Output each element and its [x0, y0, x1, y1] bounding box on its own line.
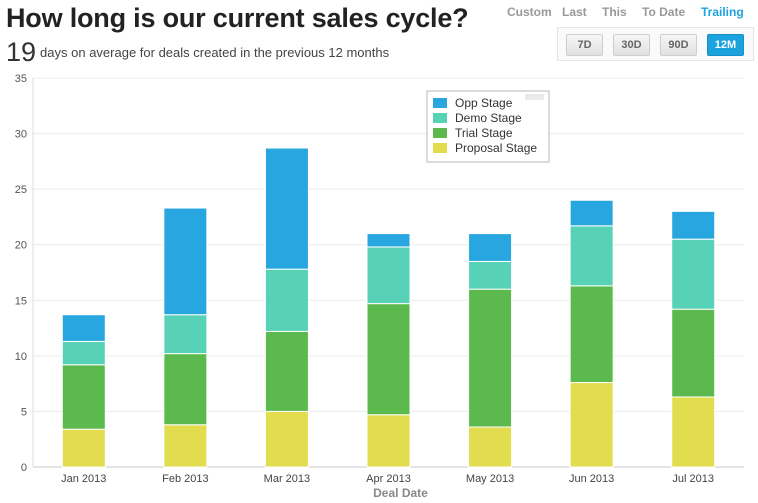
- bar-segment: [163, 353, 208, 426]
- x-tick-label: Jun 2013: [569, 473, 614, 485]
- legend-box: [426, 90, 550, 163]
- bar-segment: [366, 246, 411, 305]
- y-tick-label: 15: [15, 295, 27, 307]
- tab-custom[interactable]: Custom: [507, 5, 552, 19]
- bar-segment: [569, 225, 614, 287]
- x-axis-title: Deal Date: [373, 486, 428, 500]
- x-tick-label: Apr 2013: [366, 473, 411, 485]
- bar-segment: [569, 199, 614, 227]
- bar-segment: [163, 424, 208, 468]
- y-tick-label: 0: [21, 462, 27, 474]
- legend-label: Proposal Stage: [455, 141, 537, 155]
- legend-swatch: [433, 113, 447, 123]
- y-tick-label: 10: [15, 351, 27, 363]
- bar-segment: [366, 233, 411, 248]
- bar-segment: [671, 396, 716, 468]
- period-button-90d[interactable]: 90D: [660, 34, 697, 56]
- bar-segment: [163, 314, 208, 355]
- bar-segment: [61, 340, 106, 366]
- y-tick-label: 35: [15, 73, 27, 85]
- bar-segment: [264, 330, 309, 412]
- y-tick-label: 25: [15, 184, 27, 196]
- legend-label: Opp Stage: [455, 96, 513, 110]
- y-tick-label: 5: [21, 406, 27, 418]
- bar-segment: [569, 285, 614, 384]
- summary-value: 19: [6, 37, 37, 67]
- page-title: How long is our current sales cycle?: [6, 3, 469, 33]
- x-tick-label: Feb 2013: [162, 473, 208, 485]
- summary-metric: 19 days on average for deals created in t…: [6, 37, 389, 68]
- legend-swatch: [433, 128, 447, 138]
- bar-segment: [468, 233, 513, 262]
- bar-segment: [671, 238, 716, 310]
- x-tick-label: Jul 2013: [672, 473, 714, 485]
- range-tabs: Custom Last This To Date Trailing: [500, 5, 752, 21]
- legend-swatch: [433, 98, 447, 108]
- bar-segment: [61, 364, 106, 430]
- bar-segment: [61, 428, 106, 468]
- bar-segment: [468, 288, 513, 428]
- bar-segment: [569, 382, 614, 468]
- period-button-30d[interactable]: 30D: [613, 34, 650, 56]
- bar-segment: [163, 207, 208, 316]
- legend-swatch: [433, 143, 447, 153]
- x-tick-label: Mar 2013: [264, 473, 310, 485]
- bar-segment: [366, 303, 411, 416]
- period-button-12m[interactable]: 12M: [707, 34, 744, 56]
- bar-segment: [468, 426, 513, 468]
- bar-segment: [671, 210, 716, 240]
- tab-trailing[interactable]: Trailing: [701, 5, 744, 19]
- bar-segment: [468, 260, 513, 290]
- legend-label: Demo Stage: [455, 111, 522, 125]
- period-selector: 7D 30D 90D 12M: [557, 27, 754, 61]
- bar-segment: [264, 410, 309, 468]
- x-tick-label: May 2013: [466, 473, 514, 485]
- bar-segment: [264, 268, 309, 332]
- tab-to-date[interactable]: To Date: [642, 5, 686, 19]
- y-tick-label: 20: [15, 240, 27, 252]
- y-tick-label: 30: [15, 129, 27, 141]
- tab-this[interactable]: This: [602, 5, 627, 19]
- summary-text: days on average for deals created in the…: [40, 45, 390, 60]
- bar-segment: [61, 314, 106, 342]
- x-tick-label: Jan 2013: [61, 473, 106, 485]
- period-button-7d[interactable]: 7D: [566, 34, 603, 56]
- tab-last[interactable]: Last: [562, 5, 587, 19]
- bar-segment: [671, 308, 716, 398]
- bar-segment: [264, 147, 309, 270]
- bar-segment: [366, 414, 411, 468]
- legend-label: Trial Stage: [455, 126, 513, 140]
